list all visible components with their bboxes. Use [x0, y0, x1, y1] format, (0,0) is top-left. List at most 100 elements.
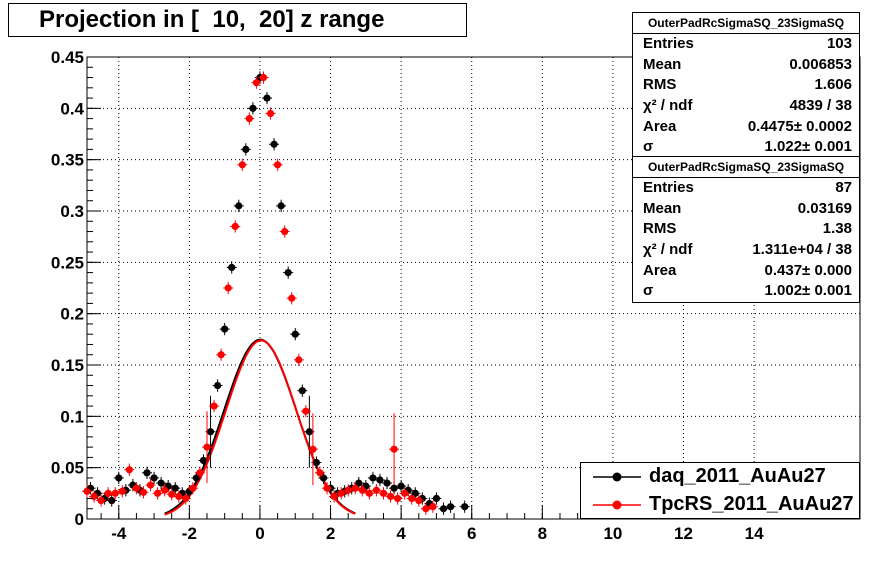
data-point	[390, 445, 398, 453]
data-point	[281, 227, 289, 236]
data-point	[249, 104, 257, 112]
data-point	[168, 490, 176, 498]
data-point	[295, 356, 303, 364]
data-point	[372, 486, 381, 494]
data-point	[422, 505, 430, 513]
data-point	[182, 494, 190, 503]
data-point	[199, 456, 208, 465]
data-markers	[82, 71, 470, 515]
data-point	[288, 294, 296, 302]
stats-row-entries: Entries 87	[643, 179, 852, 196]
legend-label: TpcRS_2011_AuAu27	[649, 493, 854, 515]
stats-row-rms: RMS 1.38	[643, 220, 852, 238]
data-point	[344, 486, 352, 494]
y-tick-label: 0.35	[51, 151, 84, 170]
data-point	[115, 474, 123, 482]
plot-frame	[86, 56, 861, 520]
legend-entry-daq: daq_2011_AuAu27	[581, 463, 859, 491]
data-point	[429, 503, 437, 511]
y-tick-label: 0.3	[60, 202, 84, 221]
data-point	[394, 494, 402, 503]
stats-row-entries: Entries 103	[643, 35, 852, 52]
x-tick-label: 6	[467, 524, 476, 543]
data-point	[111, 489, 119, 497]
data-point	[376, 476, 384, 484]
stats-row-rms: RMS 1.606	[643, 76, 852, 94]
legend-entry-tpcrs: TpcRS_2011_AuAu27	[581, 491, 859, 519]
data-point	[274, 161, 282, 169]
data-point	[259, 73, 268, 82]
y-tick-label: 0.4	[60, 99, 84, 118]
data-point	[284, 269, 292, 277]
data-point	[217, 351, 225, 359]
stats-box-daq: OuterPadRcSigmaSQ_23SigmaSQ Entries 103 M…	[632, 12, 860, 160]
data-point	[171, 484, 179, 492]
y-tick-label: 0.2	[60, 305, 84, 324]
data-point	[397, 482, 405, 490]
data-point	[206, 428, 215, 436]
y-tick-label: 0.45	[51, 48, 84, 67]
y-tick-label: 0.15	[51, 356, 84, 375]
data-point	[355, 479, 363, 487]
data-point	[125, 466, 133, 474]
stats-row-area: Area 0.437± 0.000	[643, 261, 852, 279]
data-point	[196, 469, 204, 477]
legend: daq_2011_AuAu27 TpcRS_2011_AuAu27	[580, 462, 860, 519]
data-point	[221, 325, 229, 333]
stats-row-sigma: σ 1.002± 0.001	[643, 282, 852, 300]
data-point	[379, 489, 388, 497]
data-point	[143, 469, 151, 477]
data-point	[291, 330, 299, 338]
x-tick-label: 12	[674, 524, 693, 543]
x-tick-label: 0	[255, 524, 264, 543]
data-point	[238, 161, 246, 169]
x-tick-label: 2	[326, 524, 335, 543]
data-point	[252, 79, 261, 87]
data-point	[104, 489, 112, 497]
data-point	[358, 486, 366, 494]
data-point	[235, 202, 243, 210]
data-point	[309, 445, 317, 453]
data-point	[266, 109, 275, 118]
data-point	[157, 479, 165, 487]
data-point	[337, 489, 345, 497]
data-point	[175, 492, 183, 501]
legend-label: daq_2011_AuAu27	[649, 465, 826, 487]
data-point	[312, 458, 321, 467]
stats-row-mean: Mean 0.03169	[643, 199, 852, 217]
stats-row-mean: Mean 0.006853	[643, 55, 852, 73]
legend-marker-icon	[593, 500, 641, 510]
stats-row-chi2: χ² / ndf 4839 / 38	[643, 97, 852, 115]
data-point	[203, 443, 211, 451]
y-tick-label: 0	[75, 510, 84, 529]
stats-header: OuterPadRcSigmaSQ_23SigmaSQ	[633, 13, 859, 34]
data-point	[210, 402, 218, 410]
data-point	[461, 503, 469, 511]
data-point	[189, 484, 197, 492]
data-point	[139, 488, 148, 496]
y-tick-label: 0.05	[51, 459, 84, 478]
stats-row-sigma: σ 1.022± 0.001	[643, 138, 852, 156]
data-point	[365, 489, 373, 497]
y-tick-label: 0.25	[51, 253, 84, 272]
data-point	[118, 487, 126, 495]
x-tick-label: -2	[182, 524, 197, 543]
data-point	[83, 487, 91, 495]
data-point	[245, 115, 253, 123]
data-point	[161, 486, 169, 494]
data-point	[383, 479, 391, 487]
data-point	[305, 428, 313, 436]
x-tick-label: 10	[603, 524, 622, 543]
data-point	[224, 284, 232, 292]
x-tick-label: 14	[745, 524, 764, 543]
data-point	[192, 474, 201, 482]
data-point	[97, 496, 105, 505]
y-tick-label: 0.1	[60, 407, 84, 426]
data-point	[319, 474, 328, 482]
data-point	[302, 407, 310, 415]
data-point	[277, 202, 285, 210]
stats-header: OuterPadRcSigmaSQ_23SigmaSQ	[633, 157, 859, 178]
data-point	[150, 474, 158, 482]
x-tick-label: -4	[111, 524, 127, 543]
data-point	[446, 503, 455, 511]
